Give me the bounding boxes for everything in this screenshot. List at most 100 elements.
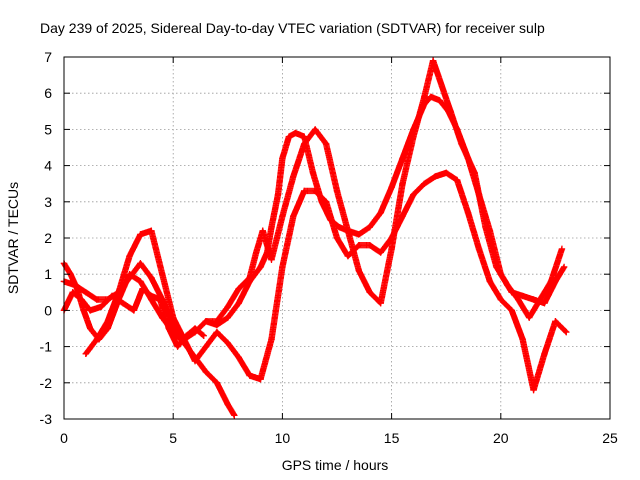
data-point xyxy=(224,401,231,408)
data-points xyxy=(60,57,570,419)
data-point xyxy=(344,252,352,260)
data-point xyxy=(71,281,79,289)
data-point xyxy=(159,296,166,303)
data-point xyxy=(429,57,437,64)
data-point xyxy=(115,289,122,296)
data-point xyxy=(558,245,566,253)
data-point xyxy=(257,263,264,271)
series-track-5 xyxy=(202,57,566,325)
data-point xyxy=(333,187,341,195)
data-point xyxy=(202,343,210,350)
data-point xyxy=(399,213,406,220)
data-point xyxy=(493,263,500,271)
data-point xyxy=(333,234,341,242)
y-tick-label: 5 xyxy=(44,121,52,137)
data-point xyxy=(292,129,299,137)
data-point xyxy=(231,412,238,419)
data-point xyxy=(536,296,544,303)
data-point xyxy=(259,227,266,234)
data-point xyxy=(438,82,446,90)
data-point xyxy=(301,140,308,148)
data-point xyxy=(436,97,443,104)
data-point xyxy=(388,245,395,253)
data-point xyxy=(119,299,127,307)
axis-ticks xyxy=(63,56,611,420)
x-tick-label: 15 xyxy=(384,430,400,446)
data-point xyxy=(200,332,207,339)
y-tick-label: 2 xyxy=(44,230,52,246)
data-point xyxy=(246,274,253,282)
data-point xyxy=(458,140,465,148)
data-point xyxy=(355,231,363,238)
data-point xyxy=(547,278,555,285)
data-point xyxy=(475,245,483,253)
data-point xyxy=(257,375,264,383)
data-point xyxy=(421,180,428,187)
y-tick-label: 6 xyxy=(44,85,52,101)
data-point xyxy=(355,267,363,274)
data-point xyxy=(137,278,144,285)
data-point xyxy=(274,191,282,198)
data-point xyxy=(355,242,363,249)
data-point xyxy=(530,296,537,303)
data-point xyxy=(213,328,221,336)
data-point xyxy=(213,318,221,325)
data-point xyxy=(126,274,133,282)
data-point xyxy=(541,350,548,358)
data-point xyxy=(191,328,199,336)
x-tick-label: 10 xyxy=(275,430,291,446)
data-point xyxy=(93,296,100,303)
data-point xyxy=(202,368,210,376)
x-tick-label: 25 xyxy=(602,430,618,446)
data-point xyxy=(519,292,526,300)
data-point xyxy=(388,184,395,191)
data-point xyxy=(563,328,570,336)
data-point xyxy=(174,343,181,350)
data-point xyxy=(399,180,406,187)
data-point xyxy=(366,289,373,296)
data-point xyxy=(464,209,472,216)
data-point xyxy=(93,336,100,343)
data-point xyxy=(447,108,454,115)
data-point xyxy=(165,325,173,332)
data-point xyxy=(311,187,319,195)
data-point xyxy=(453,176,461,184)
data-point xyxy=(137,260,144,267)
y-tick-label: -1 xyxy=(40,339,53,355)
data-point xyxy=(104,296,111,303)
y-tick-label: 3 xyxy=(44,194,52,210)
data-point xyxy=(515,296,522,303)
data-point xyxy=(377,299,384,307)
y-tick-label: -2 xyxy=(40,375,53,391)
data-point xyxy=(268,256,275,263)
x-tick-label: 5 xyxy=(169,430,177,446)
data-point xyxy=(519,336,526,343)
data-point xyxy=(497,296,504,303)
data-point xyxy=(482,223,489,231)
y-tick-label: 1 xyxy=(44,266,52,282)
data-point xyxy=(87,325,94,332)
data-point xyxy=(366,223,373,231)
data-point xyxy=(410,133,417,140)
data-point xyxy=(191,357,199,365)
data-point xyxy=(224,314,231,321)
data-point xyxy=(170,314,177,321)
data-point xyxy=(268,223,275,231)
x-axis-label: GPS time / hours xyxy=(282,457,389,473)
data-point xyxy=(104,318,111,325)
data-point xyxy=(541,299,548,307)
data-point xyxy=(471,169,478,177)
data-point xyxy=(290,173,297,180)
data-point xyxy=(301,187,308,195)
data-point xyxy=(552,318,559,325)
data-point xyxy=(311,126,319,133)
data-point xyxy=(213,379,221,386)
data-point xyxy=(180,336,188,343)
data-point xyxy=(80,307,87,314)
data-point xyxy=(427,93,435,101)
data-point xyxy=(344,227,352,234)
data-point xyxy=(399,155,406,162)
data-point xyxy=(335,223,343,231)
data-point xyxy=(508,307,515,314)
